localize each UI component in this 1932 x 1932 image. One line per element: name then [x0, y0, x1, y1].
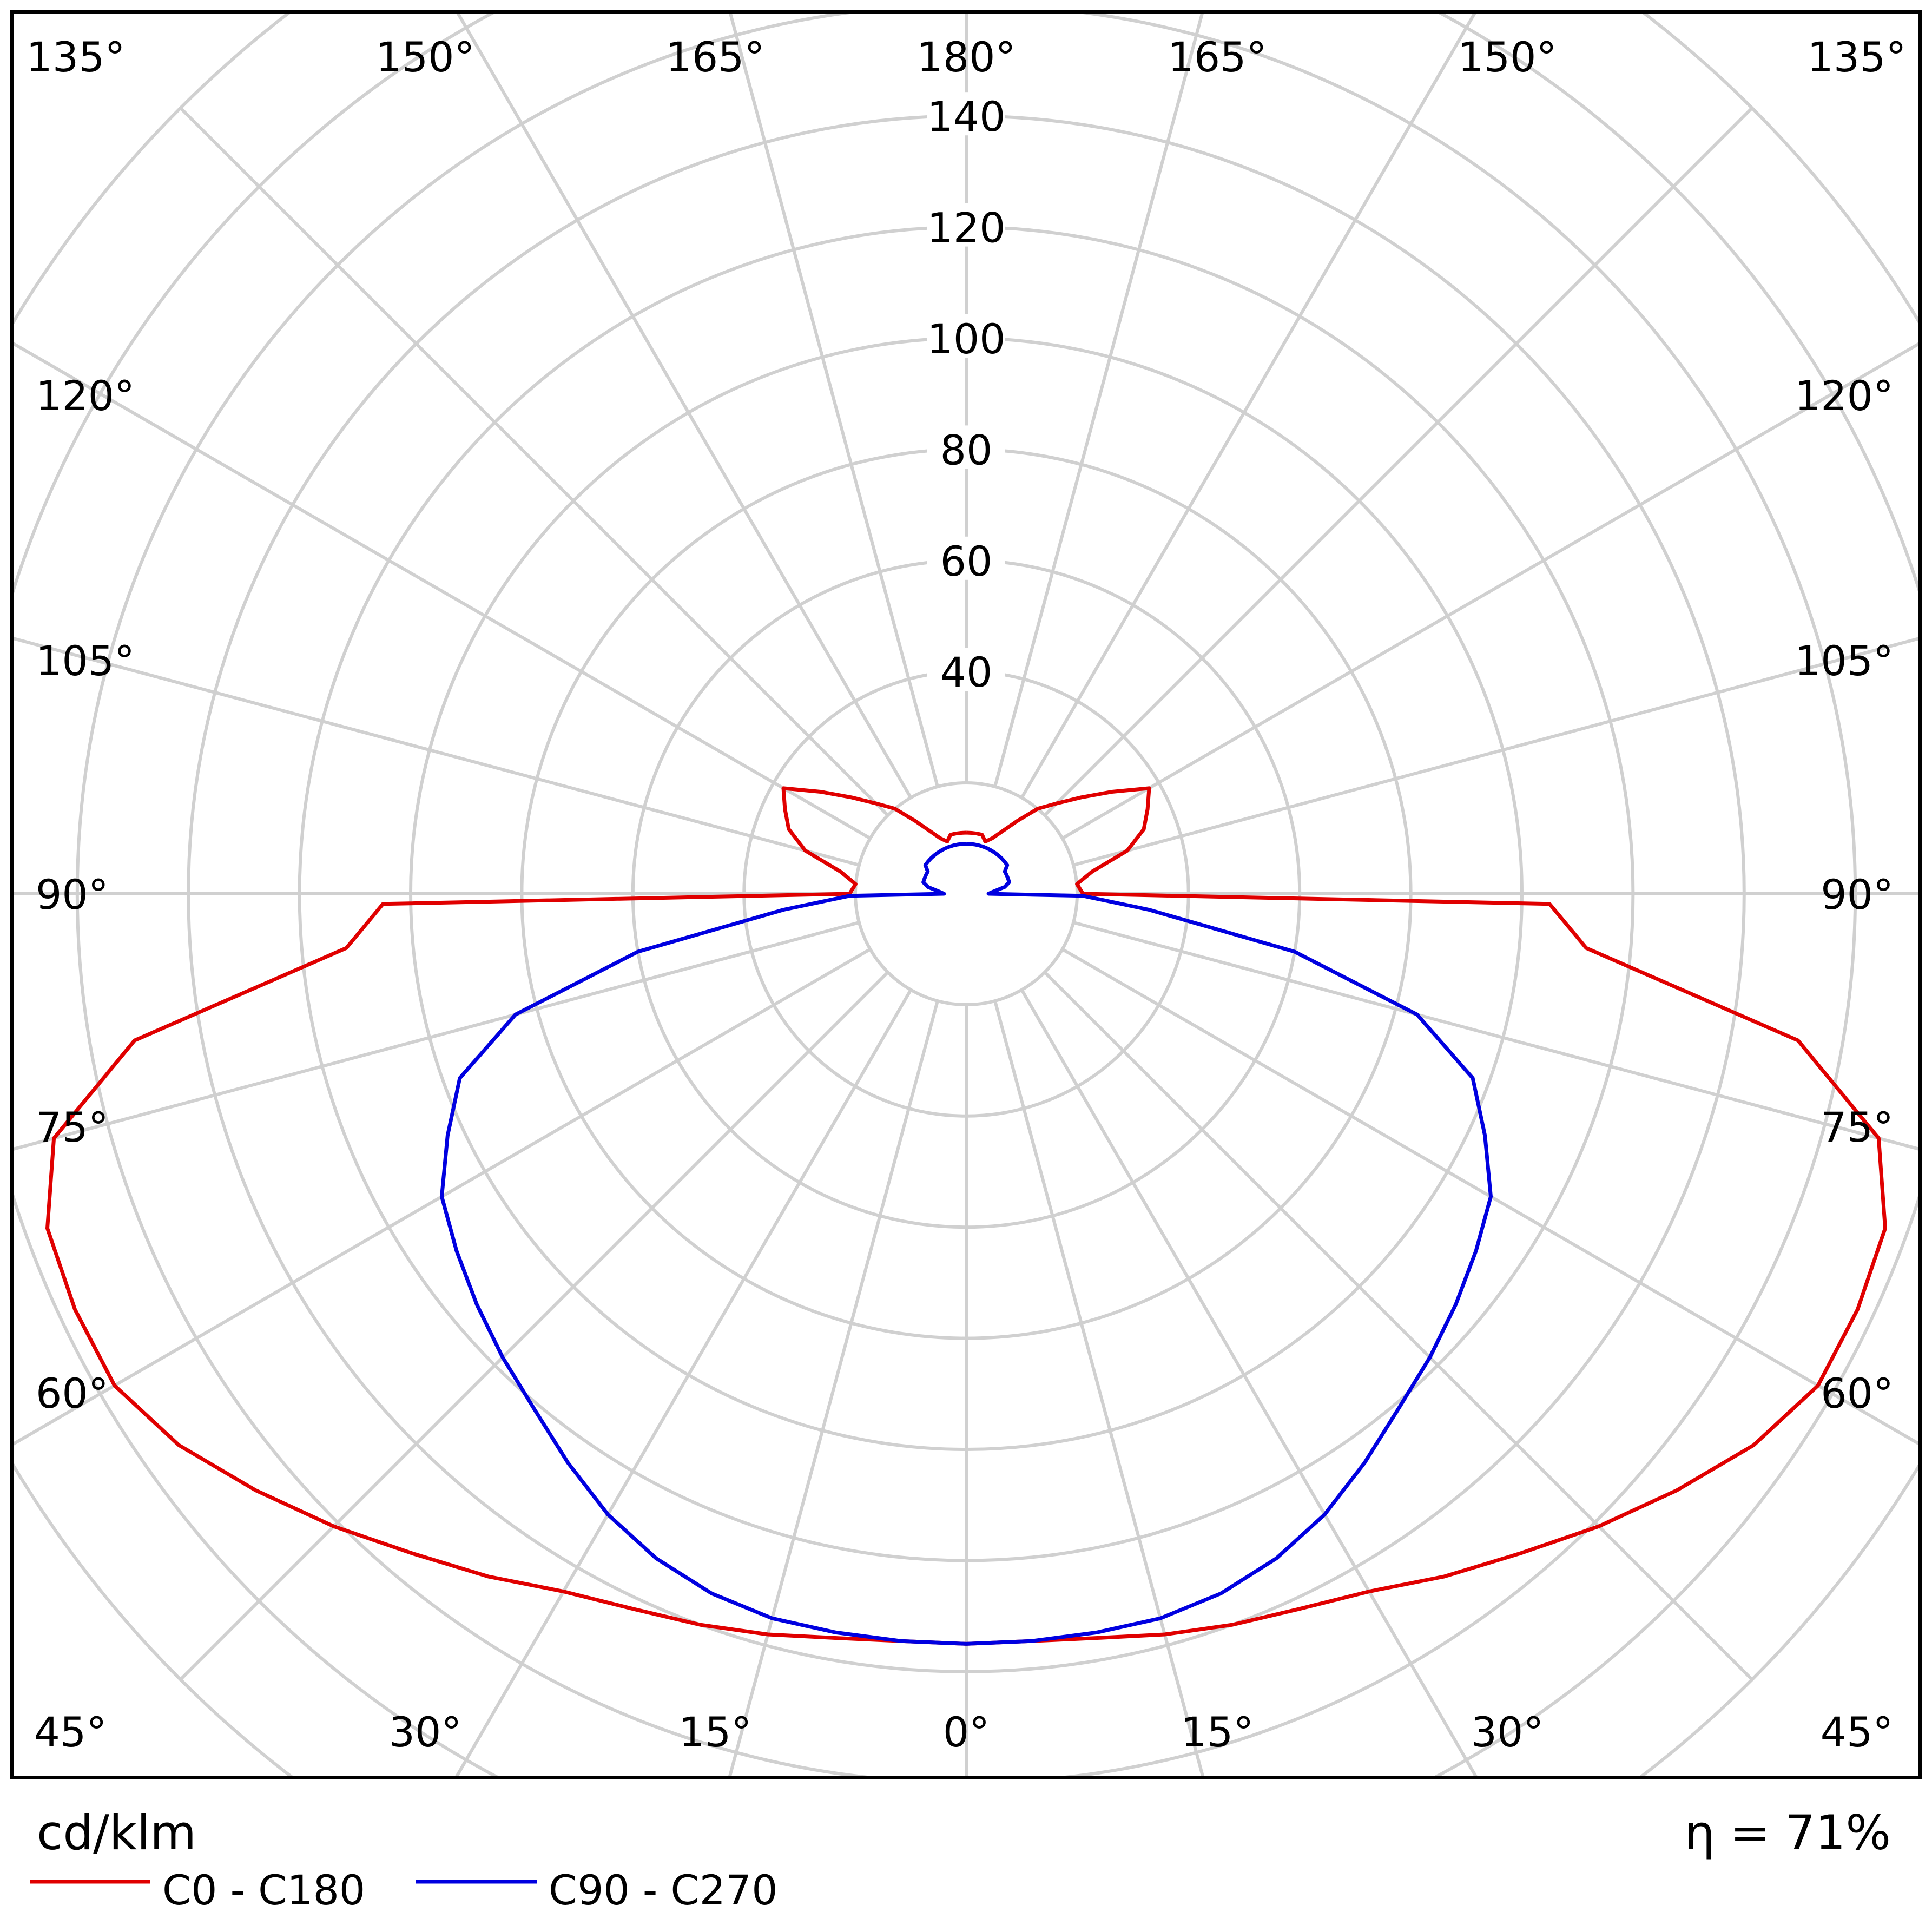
angle-label-bottom: 15°: [679, 1708, 752, 1756]
angle-label-bottom: 30°: [1471, 1708, 1544, 1756]
tick-label-bg: [927, 425, 1005, 469]
angle-label-top: 150°: [1458, 33, 1557, 81]
grid-spoke: [1073, 636, 1920, 867]
radial-tick-label: 60: [940, 537, 993, 585]
angle-label-bottom: 45°: [1821, 1708, 1894, 1756]
angle-label-left: 60°: [36, 1369, 109, 1417]
angle-label-top: 165°: [1168, 33, 1267, 81]
radial-tick-label: 140: [927, 93, 1005, 141]
grid-spoke: [12, 636, 860, 867]
tick-label-bg: [927, 203, 1005, 247]
radial-tick-label: 40: [940, 648, 993, 696]
angle-label-left: 105°: [36, 637, 135, 685]
grid-spoke: [1020, 12, 1478, 799]
legend: C0 - C180 C90 - C270: [30, 1866, 778, 1914]
angle-label-bottom: 0°: [943, 1708, 990, 1756]
angle-label-left: 120°: [36, 372, 135, 420]
tick-label-bg: [927, 92, 1005, 136]
angle-label-top: 135°: [1807, 33, 1906, 81]
grid-spoke: [12, 341, 871, 840]
data-series: [45, 786, 1887, 1646]
angle-label-top: 165°: [665, 33, 764, 81]
grid-spoke: [1043, 107, 1753, 817]
angle-label-right: 60°: [1821, 1369, 1894, 1417]
grid-spoke: [993, 1000, 1205, 1777]
radial-tick-label: 120: [927, 204, 1005, 252]
tick-label-bg: [927, 314, 1005, 358]
tick-label-bg: [927, 648, 1005, 691]
grid-spoke: [454, 989, 913, 1777]
plot-border: [10, 10, 1922, 1779]
grid-spoke: [728, 1000, 939, 1777]
grid-spoke: [1061, 947, 1920, 1447]
angle-label-right: 90°: [1821, 871, 1894, 919]
angle-label-left: 90°: [36, 871, 109, 919]
radial-tick-label: 100: [927, 315, 1005, 363]
grid-spoke: [455, 12, 913, 799]
angle-label-top: 135°: [26, 33, 125, 81]
angle-label-bottom: 30°: [389, 1708, 462, 1756]
grid-spoke: [1020, 989, 1479, 1777]
angle-label-bottom: 15°: [1181, 1708, 1254, 1756]
legend-label-c0-c180: C0 - C180: [162, 1866, 365, 1914]
series-line-1: [440, 842, 1493, 1646]
grid-spoke: [179, 107, 889, 817]
angle-label-bottom: 45°: [34, 1708, 107, 1756]
angle-label-top: 180°: [916, 33, 1016, 81]
angle-label-right: 120°: [1795, 372, 1894, 420]
radial-tick-label: 80: [940, 426, 993, 474]
angle-label-right: 75°: [1821, 1103, 1894, 1151]
legend-label-c90-c270: C90 - C270: [549, 1866, 778, 1914]
grid-spoke: [12, 947, 871, 1447]
grid-spoke: [1043, 971, 1753, 1681]
tick-label-bg: [927, 536, 1005, 580]
angle-label-left: 75°: [36, 1103, 109, 1151]
grid-spoke: [993, 12, 1204, 787]
unit-label: cd/klm: [37, 1805, 196, 1861]
axis-labels: 40 60 80 100 120 140 135° 150° 165° 180° 165° 150° 1…: [26, 33, 1906, 1756]
grid-spoke: [728, 12, 939, 787]
grid-spoke: [1061, 341, 1920, 840]
angle-label-right: 105°: [1795, 637, 1894, 685]
angle-label-top: 150°: [375, 33, 474, 81]
efficiency-label: η = 71%: [1685, 1805, 1891, 1861]
grid-spoke: [179, 971, 889, 1681]
